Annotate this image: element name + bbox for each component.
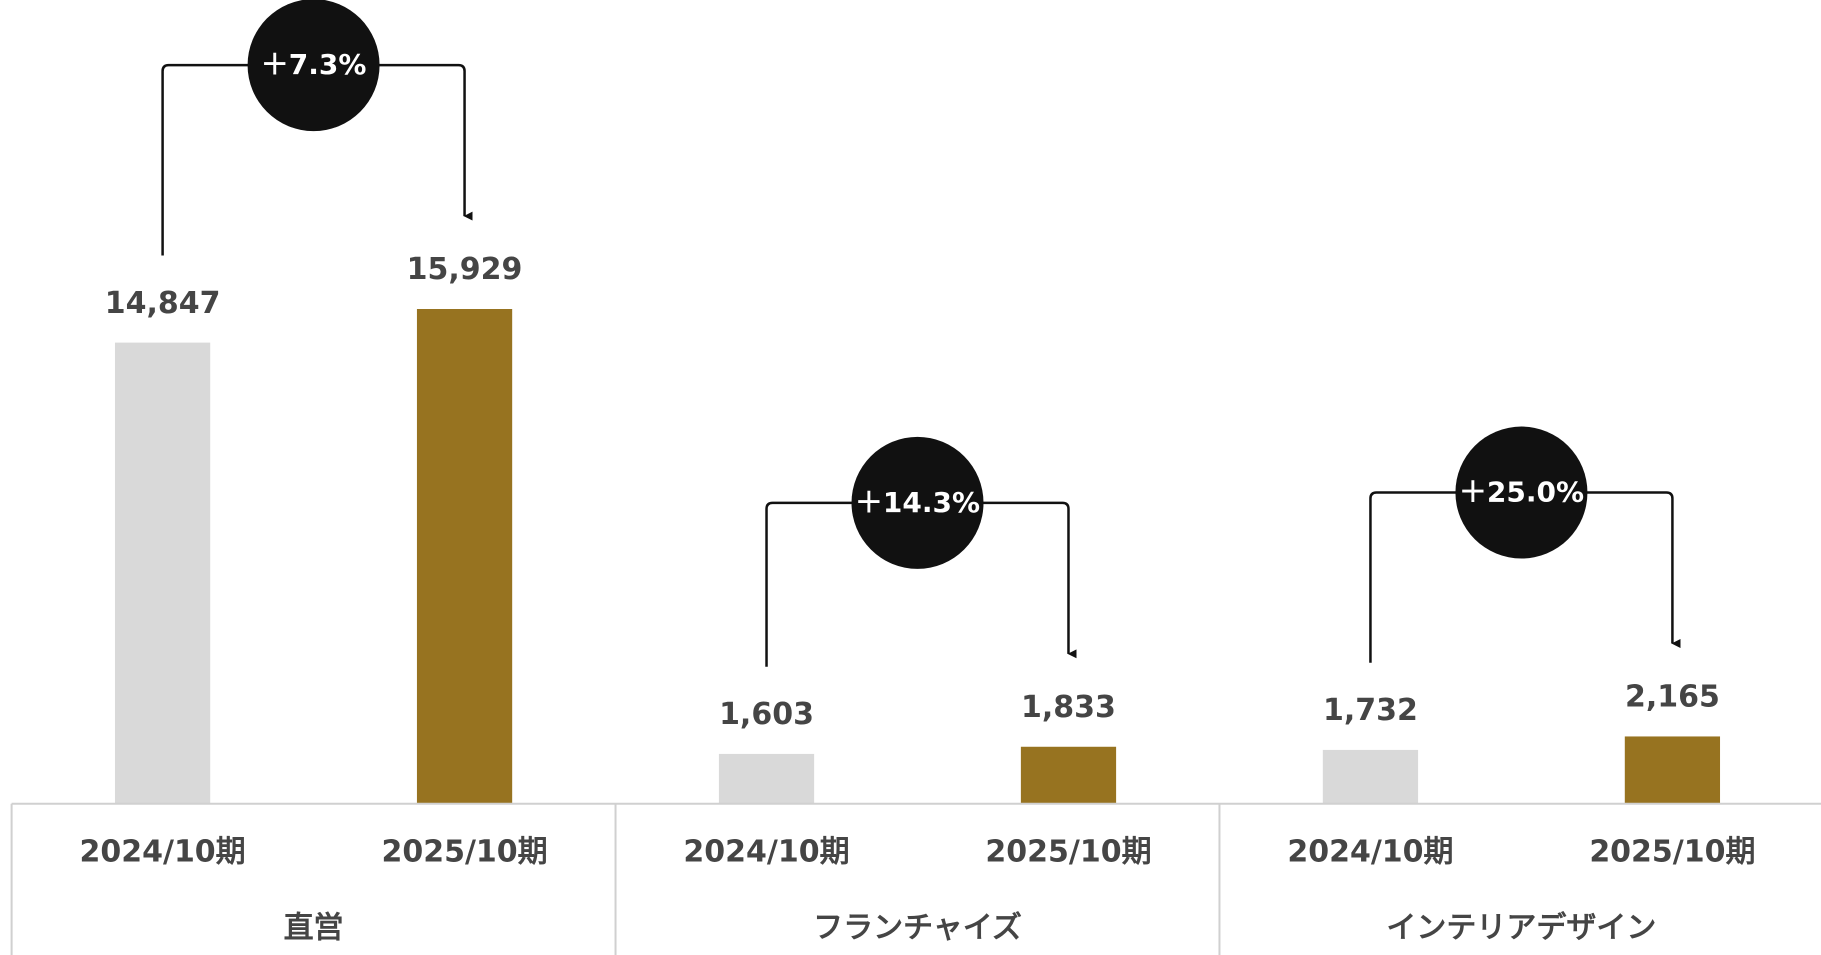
bar — [1624, 736, 1721, 804]
change-badge — [247, 0, 380, 132]
group-label: フランチャイズ — [813, 911, 1022, 946]
value-label: 1,603 — [719, 697, 814, 732]
x-tick-label: 2025/10期 — [381, 835, 547, 870]
value-label: 1,732 — [1323, 693, 1418, 728]
change-badge — [851, 436, 984, 569]
change-label: ＋25.0% — [1459, 476, 1584, 509]
bar — [114, 342, 211, 804]
x-tick-label: 2025/10期 — [985, 835, 1151, 870]
group-label: インテリアデザイン — [1386, 911, 1656, 946]
value-label: 2,165 — [1625, 680, 1720, 715]
value-label: 1,833 — [1021, 690, 1116, 725]
x-tick-label: 2024/10期 — [683, 835, 849, 870]
group-label: 直営 — [284, 911, 344, 946]
bar — [1322, 749, 1419, 804]
change-label: ＋14.3% — [855, 486, 980, 519]
bar — [416, 309, 513, 804]
x-tick-label: 2024/10期 — [79, 835, 245, 870]
change-label: ＋7.3% — [261, 48, 367, 81]
x-tick-label: 2024/10期 — [1287, 835, 1453, 870]
x-tick-label: 2025/10期 — [1589, 835, 1755, 870]
value-label: 14,847 — [105, 286, 221, 321]
bar — [1020, 746, 1117, 804]
value-label: 15,929 — [407, 252, 523, 287]
bar — [718, 753, 815, 804]
change-badge — [1455, 426, 1588, 559]
